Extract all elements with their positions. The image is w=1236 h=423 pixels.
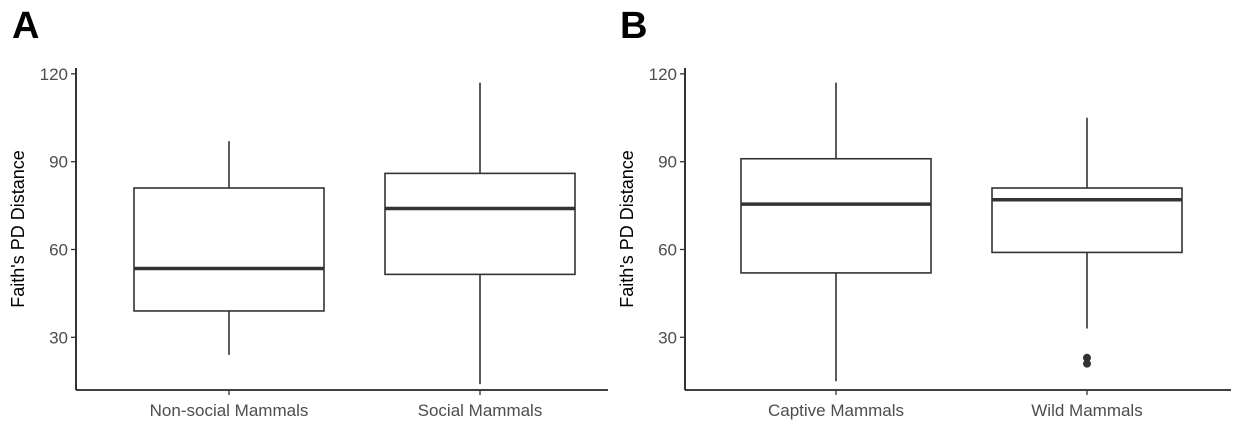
y-tick-label: 30 [49, 328, 68, 347]
panel-label: A [12, 5, 39, 47]
y-tick-label: 60 [49, 240, 68, 259]
y-tick-label: 120 [649, 65, 677, 84]
y-axis-title: Faith's PD Distance [8, 150, 28, 308]
box-iqr [991, 187, 1183, 254]
y-tick-label: 30 [658, 328, 677, 347]
outlier-point [1083, 353, 1091, 362]
outlier-point [1083, 359, 1091, 368]
x-tick-label: Wild Mammals [1031, 401, 1142, 420]
x-tick-label: Non-social Mammals [150, 401, 309, 420]
x-tick-label: Social Mammals [418, 401, 543, 420]
y-tick-label: 120 [40, 65, 68, 84]
box-iqr [740, 157, 932, 274]
panel-label: B [620, 5, 647, 47]
y-tick-label: 60 [658, 240, 677, 259]
x-tick-label: Captive Mammals [768, 401, 904, 420]
y-tick-label: 90 [658, 153, 677, 172]
y-tick-label: 90 [49, 153, 68, 172]
box-iqr [384, 172, 576, 276]
box-iqr [133, 187, 325, 312]
y-axis-title: Faith's PD Distance [617, 150, 637, 308]
